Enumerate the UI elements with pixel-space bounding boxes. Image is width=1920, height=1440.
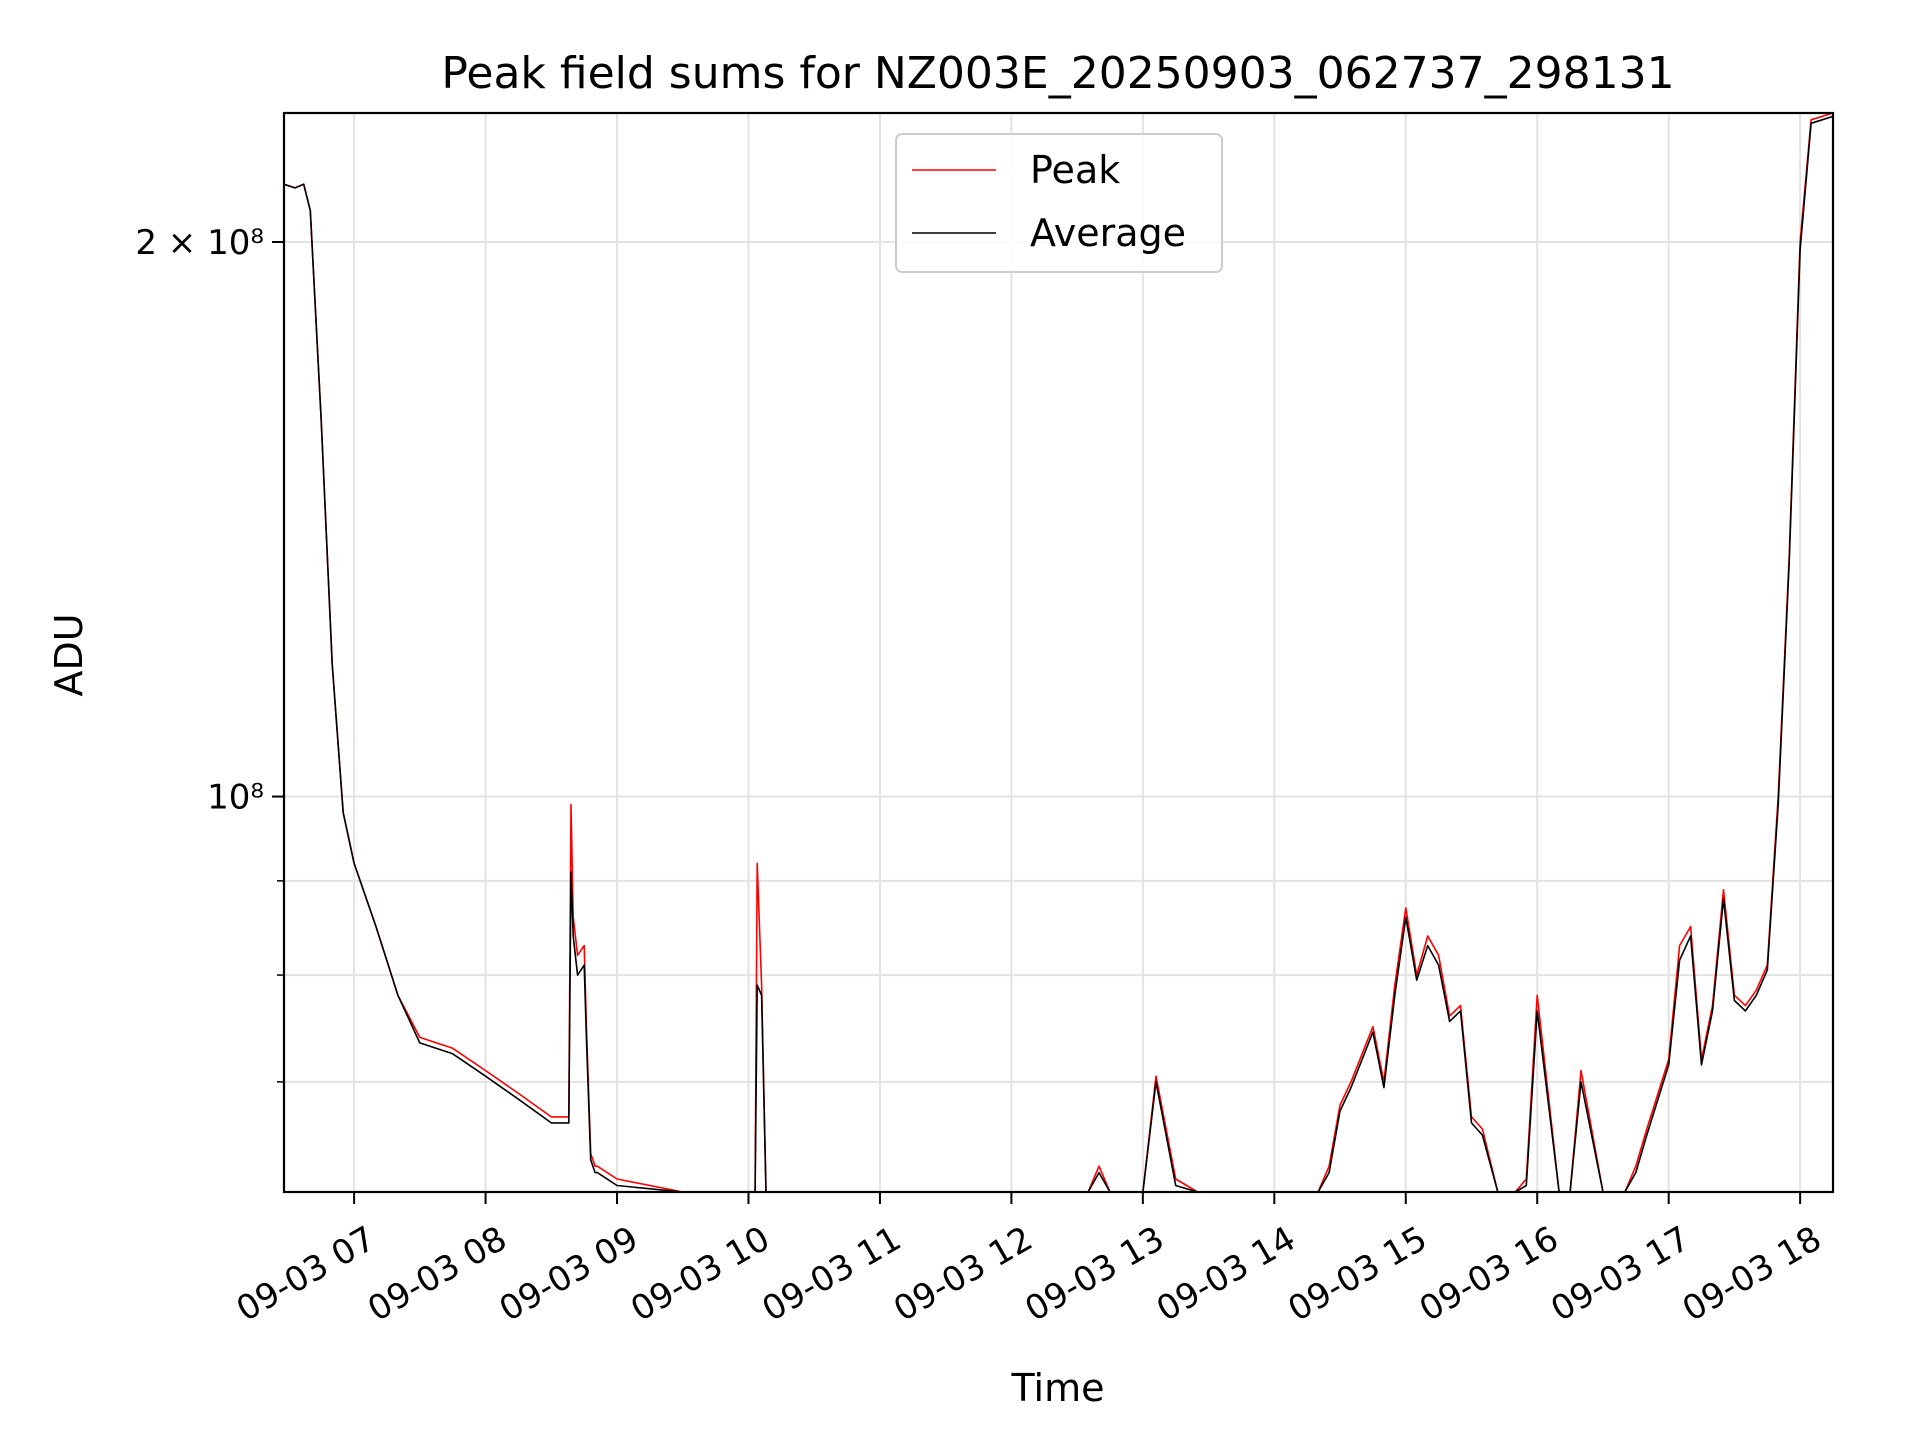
chart-title: Peak field sums for NZ003E_20250903_0627… xyxy=(441,48,1674,99)
series-average-line xyxy=(283,115,1834,1193)
legend-box xyxy=(895,133,1223,273)
x-axis-label: Time xyxy=(1011,1366,1105,1410)
legend-label-peak: Peak xyxy=(1030,148,1120,192)
series-lines xyxy=(283,112,1834,1193)
y-axis-label: ADU xyxy=(47,613,91,696)
legend-label-average: Average xyxy=(1030,211,1186,255)
series-peak-line xyxy=(283,112,1834,1193)
legend: Peak Average xyxy=(895,133,1223,273)
plot-frame xyxy=(282,111,1835,1194)
y-tick-label: 10⁸ xyxy=(207,778,264,818)
grid xyxy=(284,113,1833,1192)
y-tick-label: 2 × 10⁸ xyxy=(135,223,264,263)
